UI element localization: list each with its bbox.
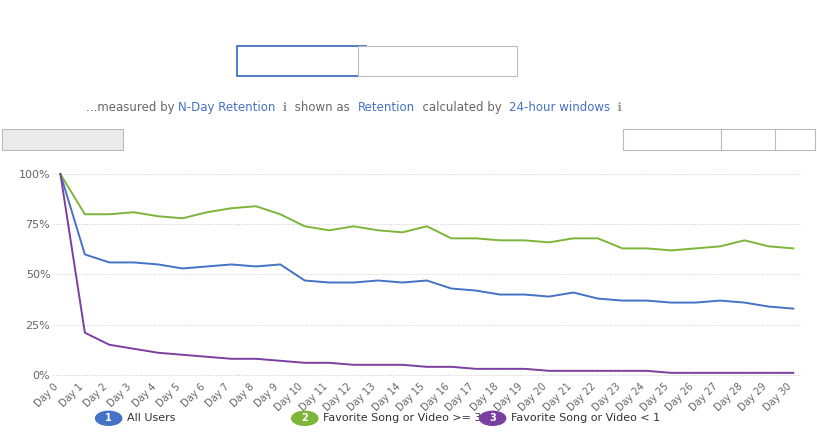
Text: 3: 3 bbox=[489, 413, 496, 423]
Text: Retention: Retention bbox=[358, 101, 415, 114]
Text: Anomaly + Forecast: Anomaly + Forecast bbox=[11, 134, 115, 145]
FancyBboxPatch shape bbox=[2, 129, 123, 150]
Text: Favorite Song or Video >= 3: Favorite Song or Video >= 3 bbox=[323, 413, 481, 423]
Text: Retention View: Retention View bbox=[257, 55, 346, 67]
Text: shown as: shown as bbox=[292, 101, 358, 114]
FancyBboxPatch shape bbox=[358, 46, 517, 76]
Text: 1: 1 bbox=[105, 413, 112, 423]
Text: ≡: ≡ bbox=[790, 133, 800, 146]
Text: Daily ∨: Daily ∨ bbox=[731, 134, 769, 145]
Text: 2: 2 bbox=[301, 413, 308, 423]
Text: calculated by: calculated by bbox=[415, 101, 509, 114]
FancyBboxPatch shape bbox=[721, 129, 780, 150]
Text: ↗: ↗ bbox=[650, 134, 662, 145]
Text: Favorite Song or Video < 1: Favorite Song or Video < 1 bbox=[511, 413, 660, 423]
Text: N-Day Retention: N-Day Retention bbox=[178, 101, 275, 114]
Text: ℹ: ℹ bbox=[279, 101, 292, 114]
Text: Line chart ∨: Line chart ∨ bbox=[665, 134, 728, 145]
Text: All Users: All Users bbox=[127, 413, 175, 423]
Text: ℹ: ℹ bbox=[610, 101, 622, 114]
Text: Usage Interval View: Usage Interval View bbox=[378, 55, 496, 67]
Text: ...measured by: ...measured by bbox=[86, 101, 178, 114]
Text: 24-hour windows: 24-hour windows bbox=[509, 101, 610, 114]
FancyBboxPatch shape bbox=[775, 129, 815, 150]
FancyBboxPatch shape bbox=[237, 46, 366, 76]
FancyBboxPatch shape bbox=[623, 129, 725, 150]
